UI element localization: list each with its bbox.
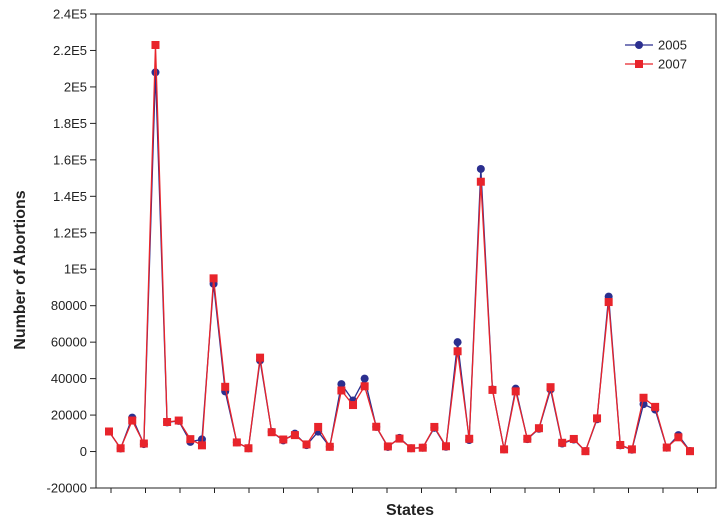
y-tick-label: 80000 <box>51 298 87 313</box>
data-point-2007 <box>488 385 497 394</box>
data-point-2007 <box>558 438 567 447</box>
series-2005 <box>105 68 694 456</box>
data-point-2007 <box>267 428 276 437</box>
data-point-2007 <box>465 434 474 443</box>
y-tick-label: 1.8E5 <box>53 116 87 131</box>
y-tick-label: 1E5 <box>64 262 87 277</box>
data-point-2005 <box>453 338 462 347</box>
data-point-2005 <box>476 164 485 173</box>
data-point-2007 <box>314 422 323 431</box>
y-tick-label: 2.4E5 <box>53 7 87 22</box>
legend-item-2005: 2005 <box>625 38 687 53</box>
data-point-2007 <box>546 383 555 392</box>
legend-item-2007: 2007 <box>625 57 687 72</box>
y-tick-label: 1.6E5 <box>53 152 87 167</box>
data-point-2007 <box>221 382 230 391</box>
plot-frame <box>95 13 717 489</box>
y-tick-label: 0 <box>80 444 87 459</box>
data-point-2007 <box>116 444 125 453</box>
data-point-2007 <box>534 424 543 433</box>
data-point-2007 <box>163 418 172 427</box>
y-tick-label: 2E5 <box>64 79 87 94</box>
data-point-2007 <box>441 442 450 451</box>
data-point-2007 <box>651 402 660 411</box>
data-point-2005 <box>360 374 369 383</box>
data-point-2007 <box>174 416 183 425</box>
x-axis <box>110 488 698 493</box>
data-point-2007 <box>627 445 636 454</box>
legend-label: 2007 <box>658 57 687 72</box>
series-line-2005 <box>108 72 691 453</box>
data-point-2007 <box>360 382 369 391</box>
data-point-2007 <box>581 447 590 456</box>
y-tick-label: 60000 <box>51 335 87 350</box>
y-axis-title: Number of Abortions <box>12 190 29 350</box>
legend-label: 2005 <box>658 38 687 53</box>
data-point-2007 <box>639 393 648 402</box>
y-axis: 2.4E5 2.2E5 2E5 1.8E5 1.6E5 1.4E5 1.2E5 1E5 8000… <box>47 7 96 496</box>
data-point-2007 <box>279 435 288 444</box>
data-point-2005 <box>151 68 160 77</box>
data-point-2007 <box>593 414 602 423</box>
data-point-2007 <box>674 433 683 442</box>
data-point-2007 <box>383 442 392 451</box>
data-point-2005 <box>337 380 346 389</box>
data-point-2007 <box>569 434 578 443</box>
legend-marker-circle <box>635 41 643 49</box>
data-point-2007 <box>453 347 462 356</box>
data-point-2007 <box>325 442 334 451</box>
x-axis-title: States <box>386 502 434 519</box>
data-point-2007 <box>290 431 299 440</box>
data-point-2007 <box>244 444 253 453</box>
data-point-2007 <box>209 274 218 283</box>
data-point-2007 <box>151 40 160 49</box>
data-point-2007 <box>197 441 206 450</box>
data-point-2007 <box>349 401 358 410</box>
y-tick-label: 2.2E5 <box>53 43 87 58</box>
data-point-2007 <box>686 447 694 456</box>
data-point-2007 <box>395 434 404 443</box>
legend: 2005 2007 <box>625 38 687 72</box>
data-point-2007 <box>302 440 311 449</box>
data-point-2007 <box>139 439 148 448</box>
data-point-2007 <box>430 422 439 431</box>
data-point-2007 <box>232 438 241 447</box>
data-point-2007 <box>186 435 195 444</box>
data-point-2007 <box>500 445 509 454</box>
y-tick-label: 1.4E5 <box>53 189 87 204</box>
series-layer <box>105 40 694 456</box>
data-point-2007 <box>476 177 485 186</box>
data-point-2007 <box>616 440 625 449</box>
y-tick-label: 20000 <box>51 408 87 423</box>
data-point-2007 <box>105 427 113 436</box>
data-point-2007 <box>662 443 671 452</box>
data-point-2007 <box>523 434 532 443</box>
data-point-2007 <box>511 387 520 396</box>
y-axis-title-group: Number of Abortions <box>12 190 29 350</box>
data-point-2007 <box>372 422 381 431</box>
y-tick-label: 1.2E5 <box>53 225 87 240</box>
y-tick-label: 40000 <box>51 371 87 386</box>
data-point-2007 <box>407 444 416 453</box>
data-point-2007 <box>256 353 265 362</box>
series-line-2007 <box>108 44 691 453</box>
series-2007 <box>105 40 694 456</box>
data-point-2007 <box>418 443 427 452</box>
legend-marker-square <box>635 60 643 68</box>
data-point-2007 <box>128 416 137 425</box>
data-point-2007 <box>604 298 613 307</box>
y-tick-label: -20000 <box>47 481 87 496</box>
data-point-2007 <box>337 386 346 395</box>
